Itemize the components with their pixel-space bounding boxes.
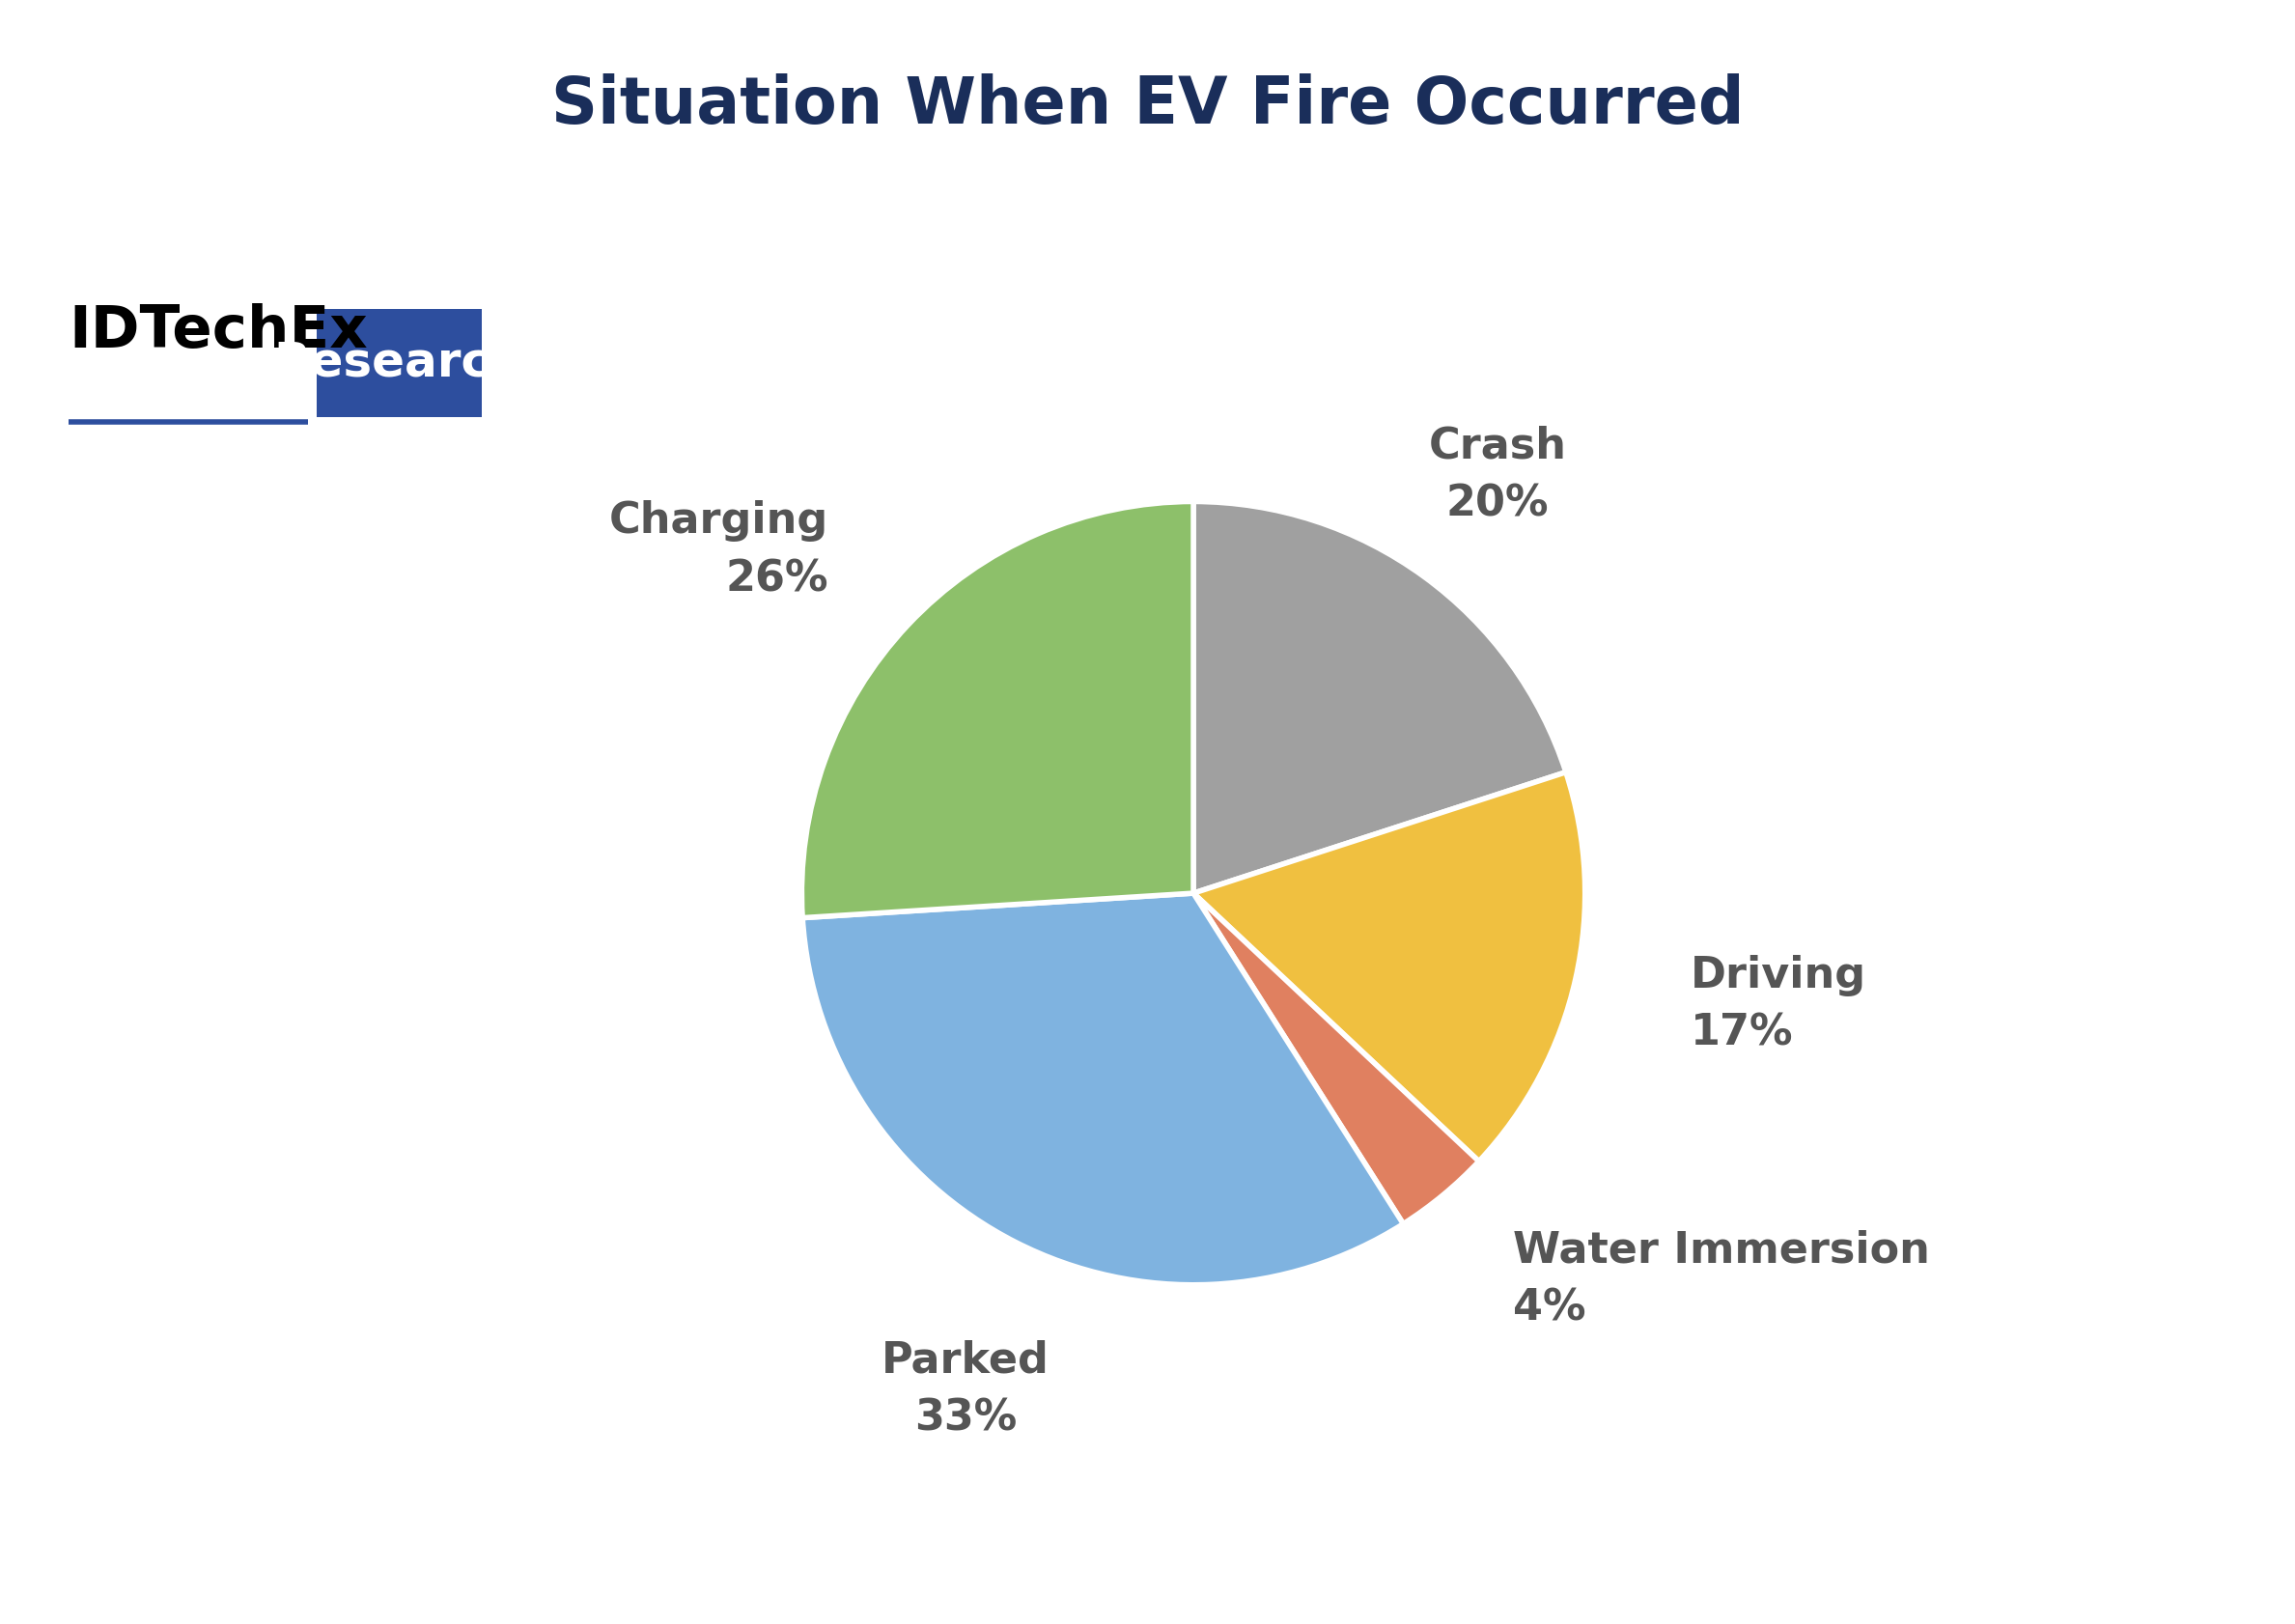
Text: Driving
17%: Driving 17% [1691,955,1866,1054]
Wedge shape [1193,502,1565,893]
Wedge shape [801,502,1193,918]
FancyBboxPatch shape [317,309,482,417]
Text: Crash
20%: Crash 20% [1427,425,1565,525]
Text: IDTechEx: IDTechEx [69,304,367,361]
Wedge shape [803,893,1402,1285]
Text: Situation When EV Fire Occurred: Situation When EV Fire Occurred [551,73,1744,136]
Text: Parked
33%: Parked 33% [881,1340,1049,1439]
Wedge shape [1193,893,1478,1224]
Text: Research: Research [273,339,526,387]
Text: Water Immersion
4%: Water Immersion 4% [1512,1229,1930,1328]
Text: Charging
26%: Charging 26% [608,500,828,599]
Wedge shape [1193,771,1586,1161]
